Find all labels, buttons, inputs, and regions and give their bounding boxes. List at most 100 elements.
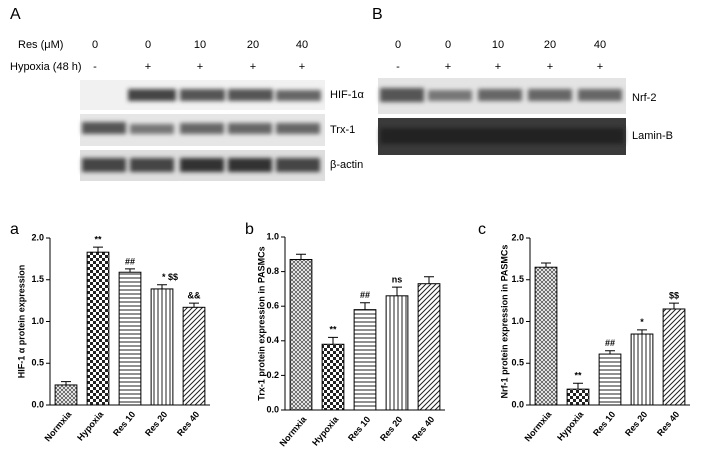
dose: 0	[145, 39, 151, 51]
hypoxia-sign: +	[597, 61, 603, 73]
bar	[150, 288, 174, 406]
y-tick-label: 0.0	[511, 399, 524, 409]
x-tick-label: Hypoxia	[75, 409, 106, 443]
x-tick-label: Normxia	[278, 414, 309, 449]
bar	[118, 271, 142, 406]
bar	[630, 333, 654, 406]
hypoxia-label: Hypoxia (48 h)	[10, 61, 82, 73]
hypoxia-sign: -	[93, 61, 97, 73]
x-tick-label: Res 20	[623, 409, 649, 438]
annotation: ns	[392, 275, 403, 285]
x-tick-label: Normxia	[523, 409, 554, 444]
hypoxia-sign: +	[445, 61, 451, 73]
bar	[54, 384, 78, 406]
bar	[662, 308, 686, 406]
y-tick-label: 0.0	[31, 399, 44, 409]
error-bar	[573, 382, 583, 390]
x-tick-label: Res 40	[410, 414, 436, 443]
y-tick-label: 0.5	[511, 358, 524, 368]
hypoxia-sign: +	[547, 61, 553, 73]
bar	[289, 258, 313, 411]
y-tick-label: 0.2	[266, 370, 279, 380]
error-bar	[605, 350, 615, 355]
y-tick-label: 0.4	[266, 335, 279, 345]
band-label: HIF-1α	[330, 89, 365, 101]
error-bar	[360, 302, 370, 310]
x-tick-label: Hypoxia	[310, 414, 341, 448]
hypoxia-sign: +	[495, 61, 501, 73]
error-bar	[669, 302, 679, 309]
dose: 0	[395, 39, 401, 51]
y-tick-label: 1.5	[31, 274, 44, 284]
bar	[321, 343, 345, 411]
x-tick-label: Res 10	[111, 409, 137, 438]
x-tick-label: Res 40	[655, 409, 681, 438]
panel-letter: B	[372, 6, 383, 23]
y-axis-label: HIF-1 α protein expression	[16, 265, 26, 379]
y-tick-label: 1.0	[511, 316, 524, 326]
bar	[86, 251, 110, 406]
annotation: **	[94, 235, 102, 245]
band-label: Lamin-B	[632, 130, 673, 142]
error-bar	[189, 302, 199, 308]
error-bar	[328, 336, 338, 345]
bar	[182, 306, 206, 406]
error-bar	[93, 246, 103, 253]
bar	[534, 266, 558, 406]
x-tick-label: Res 10	[346, 414, 372, 443]
y-tick-label: 0.5	[31, 358, 44, 368]
annotation: ##	[125, 256, 135, 266]
bar	[566, 388, 590, 406]
dose: 10	[194, 39, 206, 51]
dose: 0	[445, 39, 451, 51]
blot-strip	[80, 80, 325, 181]
annotation: * $$	[162, 272, 178, 282]
annotation: *	[640, 317, 644, 327]
error-bar	[392, 286, 402, 296]
x-tick-label: Hypoxia	[555, 409, 586, 443]
error-bar	[125, 268, 135, 273]
blot-strip	[378, 78, 626, 155]
panel-letter: A	[10, 6, 21, 23]
dose: 40	[594, 39, 606, 51]
annotation: **	[329, 325, 337, 335]
annotation: ##	[605, 338, 615, 348]
annotation: $$	[669, 291, 679, 301]
y-tick-label: 0.6	[266, 301, 279, 311]
error-bar	[157, 284, 167, 289]
dose: 40	[296, 39, 308, 51]
dose: 0	[92, 39, 98, 51]
dose-label: Res (μM)	[18, 39, 63, 51]
dose: 20	[247, 39, 259, 51]
hypoxia-sign: +	[250, 61, 256, 73]
dose: 10	[492, 39, 504, 51]
y-tick-label: 1.0	[266, 231, 279, 241]
bar	[353, 309, 377, 411]
y-tick-label: 0.8	[266, 266, 279, 276]
panel-letter: a	[10, 221, 19, 238]
y-axis-label: Nrf-1 protein expression in PASMCs	[499, 245, 509, 399]
y-tick-label: 0.0	[266, 404, 279, 414]
y-axis-label: Trx-1 protein expression in PASMCs	[256, 246, 266, 400]
y-tick-label: 2.0	[31, 232, 44, 242]
error-bar	[637, 329, 647, 335]
hypoxia-sign: +	[197, 61, 203, 73]
hypoxia-sign: +	[299, 61, 305, 73]
y-tick-label: 1.0	[31, 316, 44, 326]
x-tick-label: Res 20	[378, 414, 404, 443]
annotation: &&	[188, 291, 201, 301]
annotation: **	[574, 371, 582, 381]
annotation: ##	[360, 290, 370, 300]
error-bar	[296, 253, 306, 260]
bar	[385, 295, 409, 411]
dose: 20	[544, 39, 556, 51]
panel-letter: b	[245, 221, 254, 238]
hypoxia-sign: -	[396, 61, 400, 73]
error-bar	[541, 262, 551, 268]
y-tick-label: 2.0	[511, 232, 524, 242]
y-tick-label: 1.5	[511, 274, 524, 284]
band-label: Nrf-2	[632, 92, 656, 104]
error-bar	[61, 381, 71, 385]
x-tick-label: Normxia	[43, 409, 74, 444]
